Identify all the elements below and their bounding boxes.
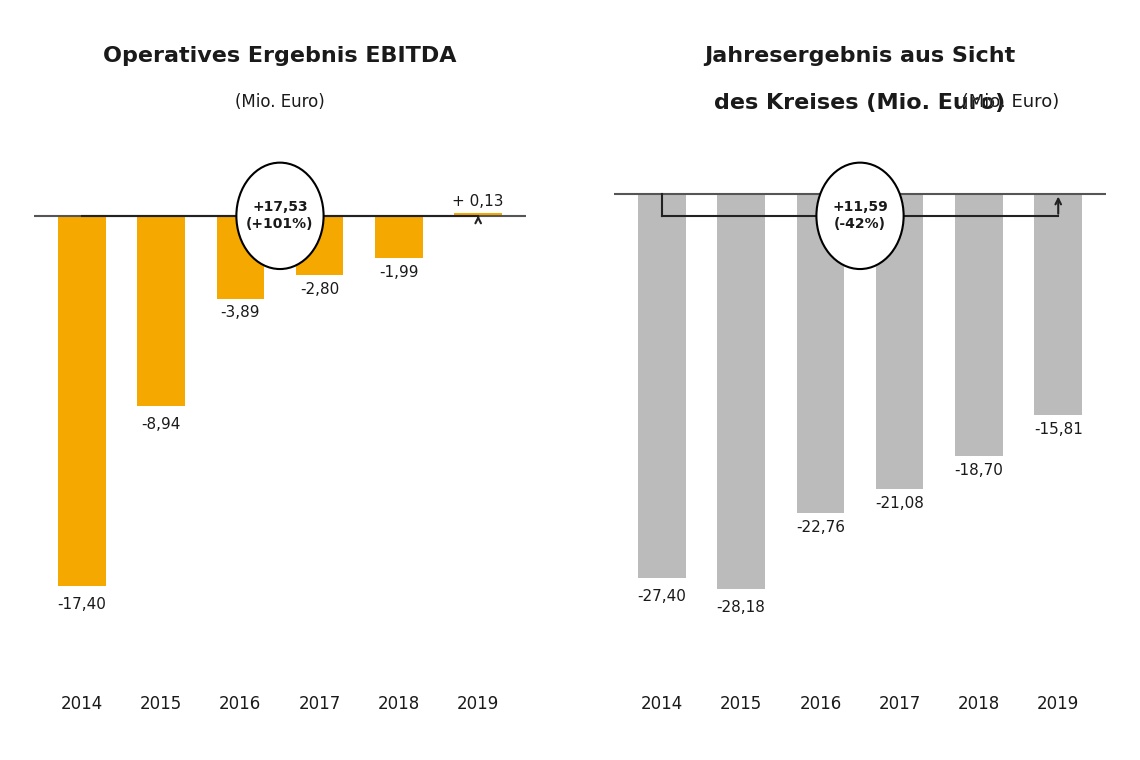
Text: +11,59
(-42%): +11,59 (-42%) (832, 200, 888, 232)
Bar (638, 194, 685, 578)
Text: -27,40: -27,40 (637, 589, 686, 603)
Bar (955, 194, 1003, 456)
Bar (455, 213, 502, 216)
Text: +17,53
(+101%): +17,53 (+101%) (246, 200, 314, 232)
Bar (797, 194, 844, 513)
Text: -28,18: -28,18 (717, 600, 766, 615)
Text: -15,81: -15,81 (1034, 423, 1083, 437)
Bar (58, 216, 106, 586)
Bar (217, 216, 264, 299)
Text: -21,08: -21,08 (876, 496, 925, 511)
Text: -18,70: -18,70 (954, 463, 1003, 478)
Bar (375, 216, 423, 258)
Text: -3,89: -3,89 (220, 305, 260, 320)
Text: (Mio. Euro): (Mio. Euro) (235, 93, 325, 112)
Bar (717, 194, 765, 588)
Text: (Mio. Euro): (Mio. Euro) (955, 93, 1059, 112)
Text: -8,94: -8,94 (141, 416, 181, 432)
Bar (137, 216, 185, 406)
Bar (876, 194, 923, 489)
Text: Operatives Ergebnis EBITDA: Operatives Ergebnis EBITDA (104, 46, 457, 65)
Text: -2,80: -2,80 (300, 282, 340, 297)
Text: (Mio. Euro): (Mio. Euro) (955, 93, 1059, 112)
Bar (1034, 194, 1082, 415)
Text: -1,99: -1,99 (380, 264, 418, 280)
Bar (296, 216, 343, 275)
Text: -22,76: -22,76 (796, 520, 845, 534)
Ellipse shape (236, 163, 324, 269)
Text: + 0,13: + 0,13 (453, 194, 504, 209)
Text: -17,40: -17,40 (57, 597, 106, 612)
Ellipse shape (816, 163, 904, 269)
Text: Jahresergebnis aus Sicht: Jahresergebnis aus Sicht (705, 46, 1016, 65)
Text: des Kreises (Mio. Euro): des Kreises (Mio. Euro) (715, 93, 1005, 113)
